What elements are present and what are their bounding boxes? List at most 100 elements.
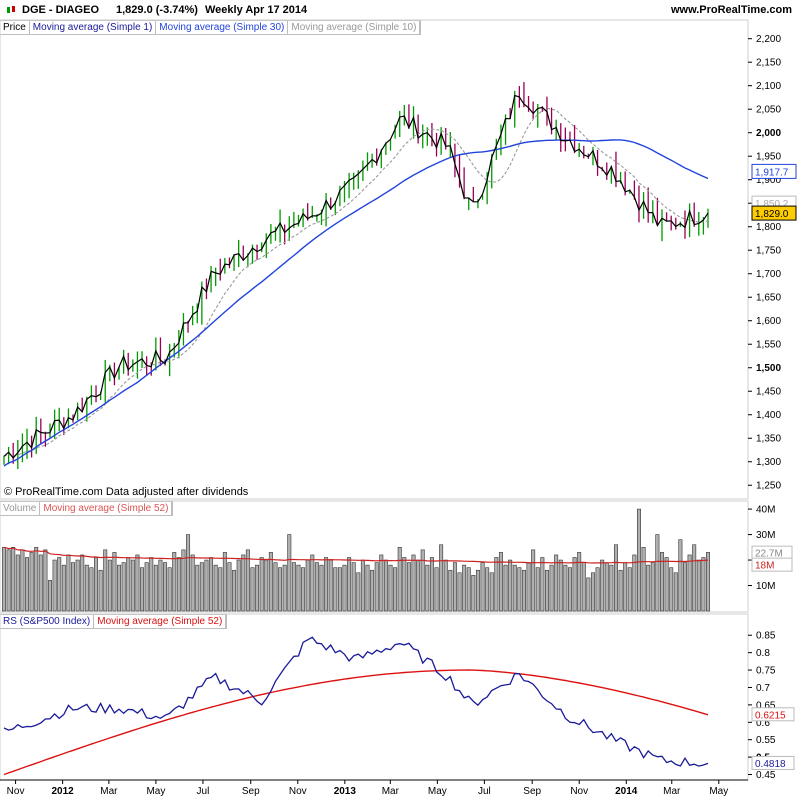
volume-ma-line bbox=[3, 546, 709, 564]
volume-bar bbox=[374, 562, 379, 612]
volume-bar bbox=[623, 562, 628, 612]
price-y-tick-label: 2,200 bbox=[756, 34, 781, 45]
volume-bar bbox=[544, 569, 549, 612]
volume-bar bbox=[393, 567, 398, 612]
volume-bar bbox=[38, 554, 43, 612]
volume-bar bbox=[678, 539, 683, 612]
price-y-tick-label: 1,400 bbox=[756, 410, 781, 421]
volume-bar bbox=[347, 557, 352, 612]
volume-bar bbox=[176, 557, 181, 612]
volume-bar bbox=[590, 572, 595, 612]
x-tick-label: Nov bbox=[289, 786, 307, 797]
volume-bar bbox=[351, 562, 356, 612]
volume-bar bbox=[558, 559, 563, 612]
volume-bar bbox=[480, 562, 485, 612]
volume-bar bbox=[452, 562, 457, 612]
x-tick-label: Mar bbox=[382, 786, 400, 797]
rs-badge: 0.4818 bbox=[755, 759, 786, 770]
price-y-tick-label: 1,650 bbox=[756, 293, 781, 304]
volume-panel-frame bbox=[0, 500, 749, 613]
volume-bar bbox=[586, 577, 591, 612]
volume-bar bbox=[245, 549, 250, 612]
volume-bar bbox=[319, 564, 324, 612]
price-panel bbox=[3, 82, 709, 469]
volume-bar bbox=[388, 564, 393, 612]
rs-y-tick-label: 0.75 bbox=[756, 666, 776, 677]
legend-ma10[interactable]: Moving average (Simple 10) bbox=[288, 21, 421, 34]
legend-ma1[interactable]: Moving average (Simple 1) bbox=[30, 21, 157, 34]
volume-bar bbox=[360, 559, 365, 612]
volume-bar bbox=[112, 552, 117, 612]
volume-bar bbox=[471, 575, 476, 612]
rs-y-tick-label: 0.65 bbox=[756, 700, 776, 711]
volume-bar bbox=[314, 562, 319, 612]
volume-bar bbox=[650, 562, 655, 612]
volume-bar bbox=[508, 559, 513, 612]
volume-y-tick-label: 40M bbox=[756, 505, 775, 516]
volume-bar bbox=[572, 557, 577, 612]
legend-rs-ma[interactable]: Moving average (Simple 52) bbox=[94, 615, 227, 628]
volume-bar bbox=[287, 534, 292, 612]
volume-bar bbox=[664, 557, 669, 612]
price-y-tick-label: 2,050 bbox=[756, 105, 781, 116]
source-url[interactable]: www.ProRealTime.com bbox=[670, 4, 792, 16]
x-tick-label: Jul bbox=[478, 786, 491, 797]
volume-bar bbox=[526, 562, 531, 612]
volume-bar bbox=[701, 557, 706, 612]
volume-bar bbox=[512, 564, 517, 612]
ma30-line bbox=[3, 139, 709, 467]
x-tick-label: 2014 bbox=[615, 786, 638, 797]
price-legend: Price Moving average (Simple 1) Moving a… bbox=[0, 20, 422, 35]
price-panel-frame bbox=[0, 19, 749, 500]
volume-bar bbox=[535, 567, 540, 612]
volume-bar bbox=[379, 554, 384, 612]
volume-bar bbox=[669, 567, 674, 612]
rs-y-tick-label: 0.85 bbox=[756, 631, 776, 642]
instrument-title: DGE - DIAGEO bbox=[22, 4, 100, 16]
legend-ma30[interactable]: Moving average (Simple 30) bbox=[156, 21, 289, 34]
volume-bar bbox=[167, 567, 172, 612]
volume-bar bbox=[153, 564, 158, 612]
x-tick-label: 2012 bbox=[51, 786, 74, 797]
volume-bar bbox=[6, 549, 11, 612]
volume-bar bbox=[333, 567, 338, 612]
volume-bar bbox=[48, 580, 52, 612]
legend-volume[interactable]: Volume bbox=[0, 502, 41, 515]
x-tick-label: Nov bbox=[7, 786, 25, 797]
source-note: © ProRealTime.com Data adjusted after di… bbox=[4, 486, 249, 498]
volume-bar bbox=[683, 562, 687, 612]
rs-badge: 0.6215 bbox=[755, 710, 786, 721]
volume-bar bbox=[121, 562, 126, 612]
rs-y-tick-label: 0.7 bbox=[756, 683, 770, 694]
x-tick-label: May bbox=[428, 786, 447, 797]
volume-bar bbox=[259, 557, 264, 612]
volume-bar bbox=[204, 559, 209, 612]
volume-bar bbox=[609, 564, 614, 612]
volume-bar bbox=[402, 557, 407, 612]
volume-bar bbox=[296, 564, 301, 612]
legend-rs[interactable]: RS (S&P500 Index) bbox=[0, 615, 95, 628]
volume-panel bbox=[2, 508, 710, 612]
volume-bar bbox=[627, 567, 632, 612]
volume-badge: 18M bbox=[755, 561, 774, 572]
volume-bar bbox=[163, 562, 168, 612]
legend-volume-ma[interactable]: Moving average (Simple 52) bbox=[40, 502, 173, 515]
volume-bar bbox=[305, 559, 310, 612]
volume-bar bbox=[158, 559, 163, 612]
rs-y-tick-label: 0.6 bbox=[756, 718, 770, 729]
volume-bar bbox=[107, 559, 112, 612]
legend-price[interactable]: Price bbox=[0, 21, 30, 34]
x-tick-label: Nov bbox=[570, 786, 588, 797]
volume-bar bbox=[342, 564, 347, 612]
rs-ma-line bbox=[3, 669, 709, 776]
volume-bar bbox=[406, 562, 411, 612]
volume-bar bbox=[498, 552, 503, 612]
volume-bar bbox=[213, 564, 218, 612]
volume-bar bbox=[337, 567, 342, 612]
rs-panel bbox=[3, 636, 709, 776]
volume-bar bbox=[641, 547, 646, 612]
volume-bar bbox=[673, 572, 678, 612]
price-y-tick-label: 1,700 bbox=[756, 269, 781, 280]
price-y-tick-label: 1,600 bbox=[756, 316, 781, 327]
